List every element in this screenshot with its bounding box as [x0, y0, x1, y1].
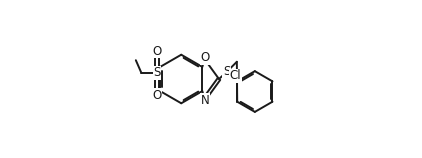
- Text: O: O: [201, 51, 210, 64]
- Text: Cl: Cl: [230, 69, 241, 82]
- Text: O: O: [152, 45, 162, 58]
- Text: O: O: [152, 89, 162, 102]
- Text: S: S: [153, 66, 161, 79]
- Text: S: S: [223, 65, 230, 79]
- Text: N: N: [200, 94, 209, 107]
